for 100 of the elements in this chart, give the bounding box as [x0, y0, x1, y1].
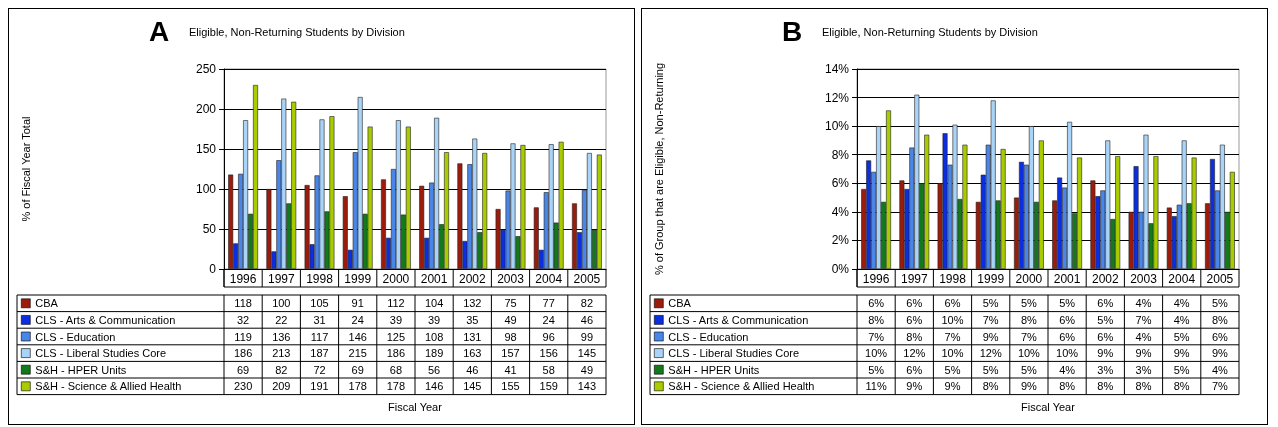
data-label: 6%: [868, 297, 885, 310]
data-label: 11%: [865, 380, 887, 393]
bar: [1219, 144, 1225, 269]
y-tick-label: 4%: [831, 204, 850, 219]
bar: [1090, 180, 1096, 269]
y-tick-label: 10%: [824, 119, 850, 134]
data-label: 5%: [944, 363, 961, 376]
legend-label: CLS - Education: [35, 330, 116, 343]
data-label: 8%: [1059, 380, 1076, 393]
x-tick-label: 2005: [1206, 272, 1234, 286]
data-label: 6%: [1059, 313, 1076, 326]
data-label: 191: [310, 380, 329, 393]
data-label: 100: [272, 297, 291, 310]
x-tick-label: 2005: [573, 272, 601, 286]
bar: [899, 180, 905, 269]
data-label: 10%: [865, 347, 888, 360]
bar: [395, 120, 401, 269]
data-label: 5%: [1211, 297, 1229, 310]
legend-label: CLS - Arts & Communication: [35, 313, 176, 326]
y-tick-label: 200: [195, 102, 217, 116]
x-tick-label: 1996: [229, 272, 257, 286]
text: A: [149, 15, 170, 47]
data-label: 159: [539, 380, 558, 393]
data-label: 6%: [906, 313, 923, 326]
x-tick-label: 2003: [1130, 272, 1158, 286]
data-label: 4%: [1173, 313, 1190, 326]
bar: [342, 196, 348, 269]
data-label: 68: [389, 363, 403, 376]
data-label: 8%: [1135, 380, 1152, 393]
data-label: 4%: [1211, 363, 1229, 376]
data-label: 105: [310, 297, 329, 310]
data-label: 9%: [1135, 347, 1152, 360]
bar: [457, 163, 463, 269]
data-label: 163: [463, 347, 482, 360]
data-label: 39: [427, 313, 441, 326]
data-label: 4%: [1135, 330, 1152, 343]
data-label: 6%: [944, 297, 961, 310]
data-label: 108: [424, 330, 444, 343]
data-label: 6%: [1059, 330, 1076, 343]
data-label: 98: [504, 330, 517, 343]
data-label: 82: [275, 363, 288, 376]
data-label: 9%: [982, 330, 999, 343]
x-tick-label: 2002: [458, 272, 486, 286]
data-label: 6%: [1097, 297, 1114, 310]
data-label: 187: [310, 347, 329, 360]
data-label: 8%: [982, 380, 999, 393]
data-label: 69: [351, 363, 364, 376]
bar: [495, 209, 501, 269]
bar: [1028, 126, 1034, 269]
data-label: 8%: [906, 330, 923, 343]
data-label: 12%: [903, 347, 926, 360]
data-label: 131: [463, 330, 482, 343]
bar: [266, 189, 272, 269]
y-tick-label: 12%: [824, 90, 850, 105]
data-label: 9%: [1211, 347, 1229, 360]
x-tick-label: 2002: [1091, 272, 1119, 286]
data-label: 145: [577, 347, 597, 360]
y-axis-title: % of Group that are Eligible, Non-Returning: [652, 62, 665, 276]
data-label: 146: [348, 330, 367, 343]
data-label: 215: [348, 347, 367, 360]
bar: [596, 154, 602, 269]
data-label: 46: [466, 363, 479, 376]
y-tick-label: 250: [195, 62, 217, 76]
data-label: 5%: [1020, 363, 1038, 376]
data-label: 8%: [1020, 313, 1038, 326]
bar: [1038, 140, 1044, 269]
x-tick-label: 1996: [862, 272, 890, 286]
data-label: 104: [424, 297, 444, 310]
legend-label: CLS - Liberal Studies Core: [35, 347, 167, 360]
data-label: 10%: [941, 347, 964, 360]
data-label: 4%: [1059, 363, 1076, 376]
y-tick-label: 0: [209, 262, 217, 276]
data-label: 82: [580, 297, 594, 310]
y-tick-label: 2%: [831, 233, 850, 248]
chart-title: Eligible, Non-Returning Students by Division: [822, 25, 1038, 38]
x-tick-label: 2001: [420, 272, 448, 286]
data-label: 24: [351, 313, 364, 326]
legend-label: CLS - Liberal Studies Core: [668, 347, 800, 360]
x-tick-label: 1997: [900, 272, 928, 286]
x-axis-title: Fiscal Year: [388, 400, 443, 413]
data-label: 5%: [868, 363, 885, 376]
data-label: 10%: [941, 313, 964, 326]
y-tick-label: 14%: [824, 62, 850, 76]
data-label: 146: [424, 380, 444, 393]
y-axis-title: % of Fiscal Year Total: [19, 116, 32, 222]
y-tick-label: 8%: [831, 147, 850, 162]
legend-label: CBA: [668, 297, 692, 310]
data-label: 24: [542, 313, 555, 326]
data-label: 230: [233, 380, 253, 393]
x-tick-label: 1998: [939, 272, 967, 286]
data-label: 49: [580, 363, 594, 376]
y-tick-label: 6%: [831, 176, 850, 191]
data-label: 178: [386, 380, 406, 393]
data-label: 12%: [979, 347, 1002, 360]
data-label: 72: [313, 363, 326, 376]
data-label: 5%: [982, 363, 999, 376]
x-tick-label: 2003: [497, 272, 525, 286]
data-label: 213: [272, 347, 291, 360]
x-tick-label: 2000: [382, 272, 410, 286]
data-label: 46: [580, 313, 594, 326]
